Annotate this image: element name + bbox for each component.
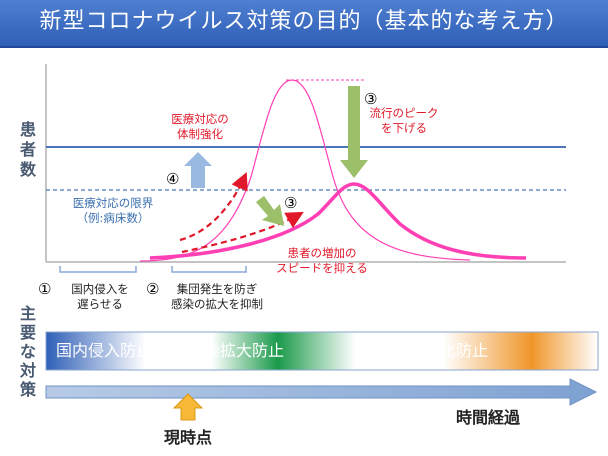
annotation-line: （例:病床数） <box>76 211 150 225</box>
bracket-phase1 <box>59 266 137 273</box>
flattened-curve <box>149 182 527 260</box>
measures-label: 主 要 な 対 策 <box>18 304 38 399</box>
measures-char: 主 <box>19 304 36 323</box>
annotation-line: 医療対応の <box>171 112 229 126</box>
marker-3-peak: ③ <box>364 90 378 108</box>
page-title: 新型コロナウイルス対策の目的（基本的な考え方） <box>39 9 569 34</box>
y-axis-char: 患 <box>19 120 36 139</box>
current-point-arrow <box>172 393 204 421</box>
annotation-medical-limit: 医療対応の限界 （例:病床数） <box>58 196 168 226</box>
annotation-step1: 国内侵入を 遅らせる <box>60 282 140 312</box>
annotation-line: 集団発生を防ぎ <box>176 282 258 296</box>
time-arrow <box>45 378 598 406</box>
current-point-label: 現時点 <box>164 428 213 447</box>
green-down-arrow <box>340 86 368 178</box>
annotation-slow-increase: 患者の増加の スピードを抑える <box>272 246 372 276</box>
red-dashed-arrow-lower <box>181 211 304 254</box>
marker-2: ② <box>146 280 160 298</box>
annotation-line: スピードを抑える <box>276 261 368 275</box>
bracket-phase2 <box>171 266 247 273</box>
annotation-line: 医療対応の限界 <box>72 196 154 210</box>
time-label: 時間経過 <box>456 408 521 427</box>
blue-up-arrow <box>184 152 212 188</box>
measures-char: 策 <box>19 380 36 399</box>
measure-phase3-label: 重症化防止 <box>408 341 489 360</box>
annotation-line: 感染の拡大を抑制 <box>171 297 263 311</box>
y-axis-char: 者 <box>19 140 36 159</box>
high-peak-curve <box>139 79 471 262</box>
axes <box>45 64 566 263</box>
annotation-line: 国内侵入を <box>71 282 129 296</box>
marker-3-curve: ③ <box>284 194 298 212</box>
annotation-line: 体制強化 <box>177 127 223 141</box>
measures-char: 対 <box>19 361 36 380</box>
annotation-line: 流行のピーク <box>369 106 439 120</box>
annotation-medical-strengthen: 医療対応の 体制強化 <box>156 112 244 142</box>
annotation-line: 遅らせる <box>77 297 123 311</box>
marker-4: ④ <box>166 170 180 188</box>
measure-phase2-label: 感染拡大防止 <box>188 341 285 360</box>
red-dashed-arrow-upper <box>179 171 248 242</box>
measure-phase1-label: 国内侵入防止 <box>56 341 153 360</box>
title-bar: 新型コロナウイルス対策の目的（基本的な考え方） <box>0 0 608 48</box>
measures-char: な <box>19 342 36 361</box>
annotation-line: 患者の増加の <box>287 246 357 260</box>
annotation-lower-peak: 流行のピーク を下げる <box>364 106 444 136</box>
measures-bar <box>45 331 599 371</box>
annotation-step2: 集団発生を防ぎ 感染の拡大を抑制 <box>162 282 272 312</box>
measures-char: 要 <box>19 323 36 342</box>
y-axis-label: 患 者 数 <box>18 120 38 180</box>
marker-1: ① <box>38 280 52 298</box>
y-axis-char: 数 <box>19 160 36 179</box>
green-diagonal-arrow <box>256 196 284 226</box>
annotation-line: を下げる <box>381 121 427 135</box>
